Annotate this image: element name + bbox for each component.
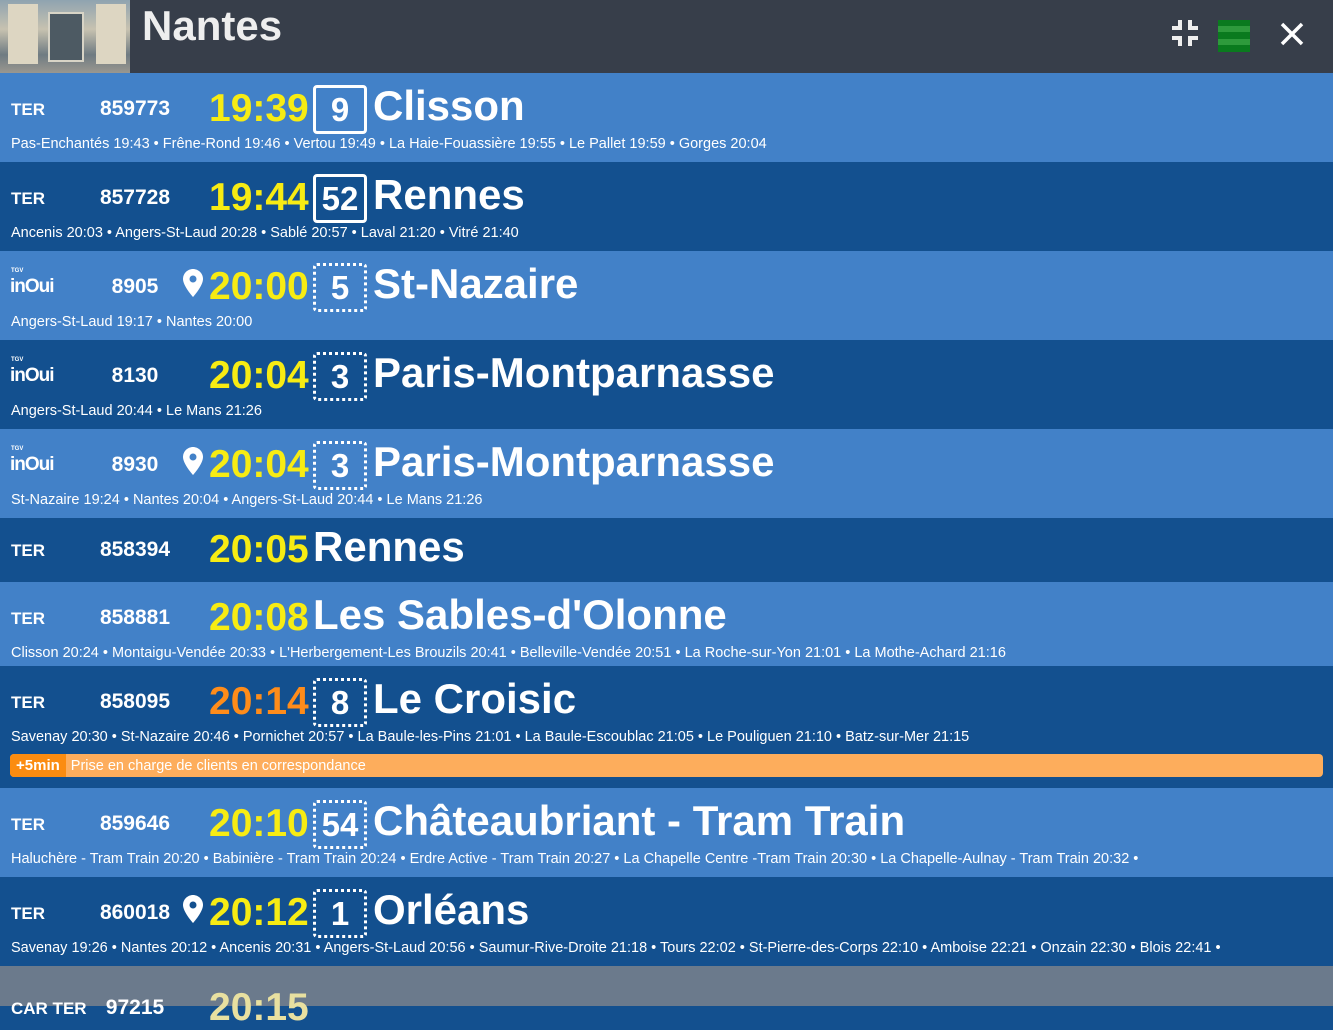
destination: Paris-Montparnasse	[373, 349, 775, 396]
station-photo	[0, 0, 130, 73]
destination: Châteaubriant - Tram Train	[373, 797, 906, 844]
inoui-logo: TGV inOui	[10, 446, 55, 476]
departure-time: 20:15	[209, 986, 309, 1029]
close-icon[interactable]	[1279, 21, 1305, 47]
stops-list: Savenay 20:30 • St-Nazaire 20:46 • Porni…	[11, 729, 970, 745]
train-number: 8130	[111, 364, 159, 387]
stops-list: Angers-St-Laud 20:44 • Le Mans 21:26	[11, 403, 262, 419]
platform-badge: 3	[313, 441, 367, 490]
train-number: 858881	[99, 606, 171, 629]
train-number: 858394	[99, 538, 171, 561]
departure-time: 20:00	[209, 265, 309, 308]
train-row[interactable]: TER 859773 19:39 9 Clisson Pas-Enchantés 19:4…	[0, 73, 1333, 162]
train-row[interactable]: TER 860018 20:12 1 Orléans Savenay 19:26 • Na…	[0, 877, 1333, 966]
train-number: 859773	[99, 97, 171, 120]
train-type: CAR TER	[11, 999, 87, 1018]
train-number: 8905	[111, 275, 159, 298]
train-row[interactable]: TER 857728 19:44 52 Rennes Ancenis 20:03 • An…	[0, 162, 1333, 251]
platform-badge: 54	[313, 800, 367, 849]
departure-time: 20:04	[209, 443, 309, 486]
train-type: TER	[11, 904, 45, 923]
train-type: TER	[11, 541, 45, 560]
train-number: 858095	[99, 690, 171, 713]
departure-time: 19:39	[209, 87, 309, 130]
train-type: inOui	[10, 276, 55, 297]
collapse-icon[interactable]	[1170, 18, 1200, 48]
delay-message: Prise en charge de clients en correspond…	[70, 758, 366, 774]
location-pin-icon	[183, 447, 203, 475]
destination: Clisson	[373, 82, 525, 129]
stops-list: Clisson 20:24 • Montaigu-Vendée 20:33 • …	[11, 645, 1006, 661]
destination: Rennes	[373, 171, 525, 218]
destination: Les Sables-d'Olonne	[313, 591, 727, 638]
delay-banner: +5min Prise en charge de clients en corre…	[10, 754, 1323, 777]
delay-badge: +5min	[10, 754, 66, 777]
stops-list: Pas-Enchantés 19:43 • Frêne-Rond 19:46 •…	[11, 136, 767, 152]
platform-badge: 8	[313, 678, 367, 727]
departure-time: 20:04	[209, 354, 309, 397]
platform-badge: 3	[313, 352, 367, 401]
train-type: inOui	[10, 365, 55, 386]
stops-list: Ancenis 20:03 • Angers-St-Laud 20:28 • S…	[11, 225, 519, 241]
departure-time: 19:44	[209, 176, 309, 219]
departure-time: 20:12	[209, 891, 309, 934]
train-type: TER	[11, 189, 45, 208]
green-menu-icon[interactable]	[1218, 20, 1250, 52]
stops-list: Savenay 19:26 • Nantes 20:12 • Ancenis 2…	[11, 940, 1221, 956]
station-title: Nantes	[142, 2, 283, 49]
train-number: 857728	[99, 186, 171, 209]
destination: Le Croisic	[373, 675, 577, 722]
train-type: TER	[11, 100, 45, 119]
destination: Orléans	[373, 886, 530, 933]
tgv-label: TGV	[11, 446, 24, 452]
destination: St-Nazaire	[373, 260, 579, 307]
train-row[interactable]: TGV inOui 8930 20:04 3 Paris-Montparnasse St-N…	[0, 429, 1333, 518]
train-row[interactable]: TGV inOui 8905 20:00 5 St-Nazaire Angers-St-La…	[0, 251, 1333, 340]
destination: Rennes	[313, 523, 465, 570]
stops-list: St-Nazaire 19:24 • Nantes 20:04 • Angers…	[11, 492, 483, 508]
train-row[interactable]: TER 858394 20:05 Rennes	[0, 518, 1333, 582]
tgv-label: TGV	[11, 357, 24, 363]
location-pin-icon	[183, 269, 203, 297]
platform-badge: 5	[313, 263, 367, 312]
train-type: inOui	[10, 454, 55, 475]
train-number: 859646	[99, 812, 171, 835]
train-row[interactable]: CAR TER 97215 20:15	[0, 966, 1333, 1029]
train-row[interactable]: TER 858881 20:08 Les Sables-d'Olonne Clisson…	[0, 582, 1333, 666]
departure-time: 20:08	[209, 596, 309, 639]
inoui-logo: TGV inOui	[10, 268, 55, 298]
departure-time: 20:10	[209, 802, 309, 845]
train-type: TER	[11, 693, 45, 712]
inoui-logo: TGV inOui	[10, 357, 55, 387]
stops-list: Haluchère - Tram Train 20:20 • Babinière…	[11, 851, 1139, 867]
departure-time: 20:14	[209, 680, 309, 723]
train-row[interactable]: TER 859646 20:10 54 Châteaubriant - Tram Tra…	[0, 788, 1333, 877]
header: Nantes	[0, 0, 1333, 73]
tgv-label: TGV	[11, 268, 24, 274]
train-row[interactable]: TGV inOui 8130 20:04 3 Paris-Montparnasse Ange…	[0, 340, 1333, 429]
location-pin-icon	[183, 895, 203, 923]
platform-badge: 1	[313, 889, 367, 938]
departure-time: 20:05	[209, 528, 309, 571]
platform-badge: 9	[313, 85, 367, 134]
train-type: TER	[11, 609, 45, 628]
train-number: 860018	[99, 901, 171, 924]
stops-list: Angers-St-Laud 19:17 • Nantes 20:00	[11, 314, 253, 330]
destination: Paris-Montparnasse	[373, 438, 775, 485]
train-type: TER	[11, 815, 45, 834]
train-number: 8930	[111, 453, 159, 476]
platform-badge: 52	[313, 174, 367, 223]
